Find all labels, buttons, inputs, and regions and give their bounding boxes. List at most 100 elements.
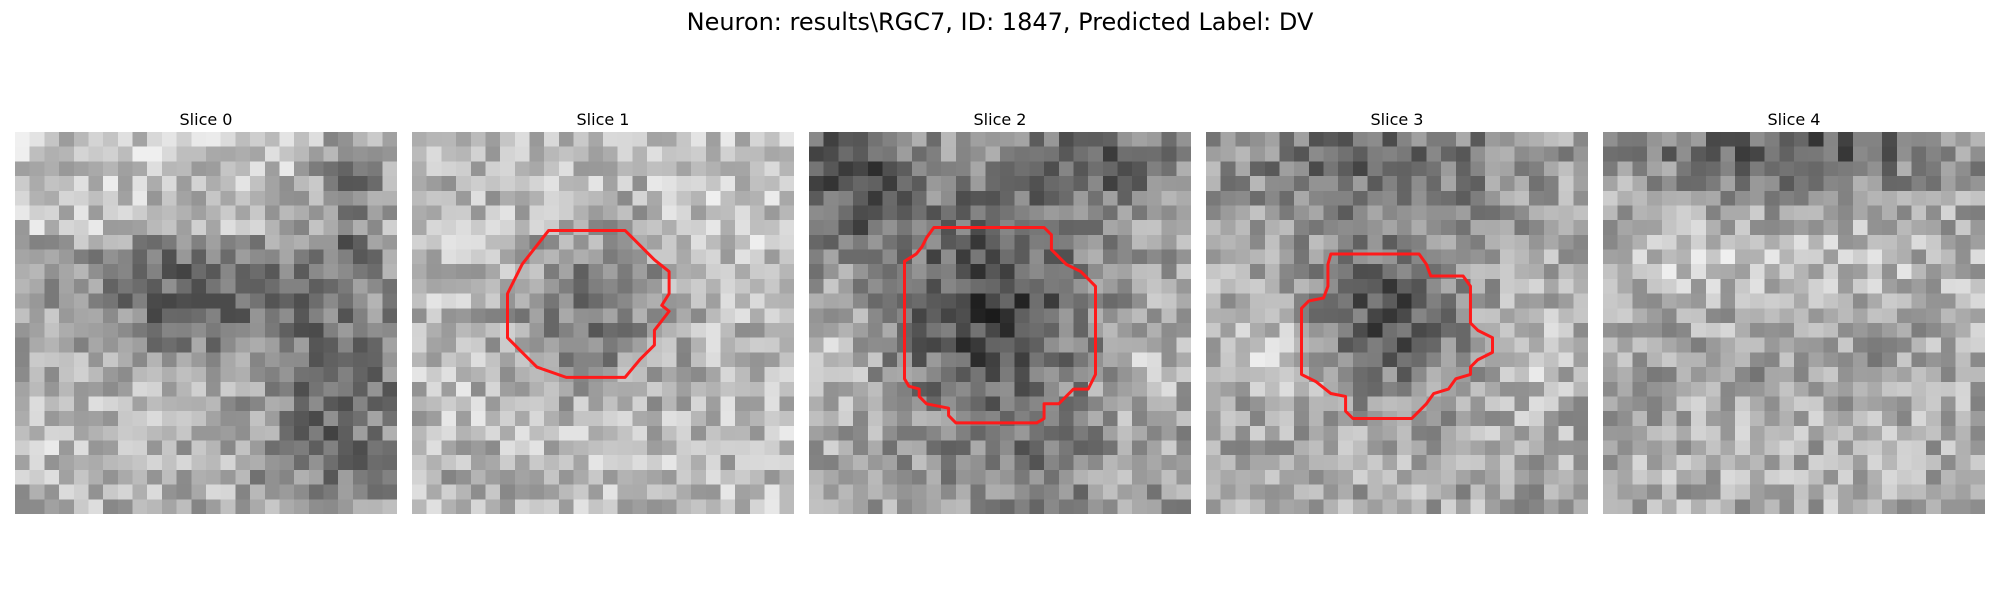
pixel-cell <box>1470 499 1486 514</box>
pixel-cell <box>911 190 927 206</box>
pixel-cell <box>1764 425 1780 441</box>
pixel-cell <box>764 293 780 309</box>
pixel-cell <box>676 176 692 192</box>
pixel-cell <box>132 264 148 280</box>
pixel-cell <box>661 249 677 265</box>
pixel-cell <box>1647 469 1663 485</box>
pixel-cell <box>161 176 177 192</box>
pixel-cell <box>661 440 677 456</box>
pixel-cell <box>1838 220 1854 236</box>
pixel-cell <box>147 469 163 485</box>
pixel-cell <box>720 264 736 280</box>
pixel-cell <box>882 469 898 485</box>
pixel-cell <box>1411 205 1427 221</box>
pixel-cell <box>1176 161 1191 177</box>
pixel-cell <box>470 132 486 147</box>
pixel-cell <box>1264 220 1280 236</box>
pixel-cell <box>1661 249 1677 265</box>
pixel-cell <box>1044 161 1060 177</box>
pixel-cell <box>838 146 854 162</box>
pixel-cell <box>720 278 736 294</box>
pixel-cell <box>529 396 545 412</box>
pixel-cell <box>1882 469 1898 485</box>
pixel-cell <box>1514 176 1530 192</box>
pixel-cell <box>1279 440 1295 456</box>
pixel-cell <box>1705 352 1721 368</box>
pixel-cell <box>1676 337 1692 353</box>
pixel-cell <box>1632 367 1648 383</box>
pixel-cell <box>1058 455 1074 471</box>
pixel-cell <box>161 220 177 236</box>
pixel-cell <box>59 146 75 162</box>
pixel-cell <box>1867 132 1883 147</box>
pixel-cell <box>426 352 442 368</box>
pixel-cell <box>1441 176 1457 192</box>
pixel-cell <box>853 425 869 441</box>
pixel-cell <box>1808 190 1824 206</box>
pixel-cell <box>1132 293 1148 309</box>
pixel-cell <box>29 484 45 500</box>
pixel-cell <box>1720 499 1736 514</box>
pixel-cell <box>1294 234 1310 250</box>
pixel-cell <box>897 249 913 265</box>
pixel-cell <box>147 381 163 397</box>
pixel-cell <box>1749 249 1765 265</box>
pixel-cell <box>1823 440 1839 456</box>
pixel-cell <box>29 234 45 250</box>
pixel-cell <box>1720 352 1736 368</box>
pixel-cell <box>1206 425 1221 441</box>
pixel-cell <box>1823 176 1839 192</box>
pixel-cell <box>1529 146 1545 162</box>
pixel-cell <box>161 132 177 147</box>
pixel-cell <box>1764 323 1780 338</box>
pixel-cell <box>1705 161 1721 177</box>
pixel-cell <box>235 264 251 280</box>
pixel-cell <box>1543 264 1559 280</box>
pixel-cell <box>1485 440 1501 456</box>
pixel-cell <box>853 146 869 162</box>
pixel-cell <box>1250 308 1266 324</box>
pixel-cell <box>1529 352 1545 368</box>
pixel-cell <box>1455 469 1471 485</box>
pixel-cell <box>1896 499 1912 514</box>
pixel-cell <box>161 352 177 368</box>
pixel-cell <box>1102 205 1118 221</box>
pixel-cell <box>1558 455 1574 471</box>
pixel-cell <box>29 455 45 471</box>
pixel-cell <box>1661 367 1677 383</box>
pixel-cell <box>264 264 280 280</box>
pixel-cell <box>823 146 839 162</box>
pixel-cell <box>103 469 119 485</box>
pixel-cell <box>73 190 89 206</box>
pixel-cell <box>1161 469 1177 485</box>
pixel-cell <box>456 381 472 397</box>
pixel-cell <box>1308 205 1324 221</box>
pixel-cell <box>705 352 721 368</box>
pixel-cell <box>1735 176 1751 192</box>
pixel-cell <box>544 323 560 338</box>
pixel-cell <box>838 264 854 280</box>
pixel-cell <box>1132 425 1148 441</box>
pixel-cell <box>426 278 442 294</box>
pixel-cell <box>823 425 839 441</box>
pixel-cell <box>1206 411 1221 427</box>
pixel-cell <box>1896 161 1912 177</box>
pixel-cell <box>1235 190 1251 206</box>
pixel-cell <box>1735 381 1751 397</box>
pixel-cell <box>1014 146 1030 162</box>
pixel-cell <box>603 234 618 250</box>
pixel-cell <box>955 293 971 309</box>
pixel-cell <box>1455 205 1471 221</box>
pixel-cell <box>1911 308 1927 324</box>
slice-image-0 <box>15 132 397 514</box>
pixel-cell <box>1117 337 1133 353</box>
pixel-cell <box>176 337 192 353</box>
pixel-cell <box>1146 484 1162 500</box>
pixel-cell <box>1161 205 1177 221</box>
pixel-cell <box>250 249 266 265</box>
pixel-cell <box>1955 190 1971 206</box>
pixel-cell <box>1279 337 1295 353</box>
pixel-cell <box>426 455 442 471</box>
pixel-cell <box>749 293 765 309</box>
pixel-cell <box>1000 499 1015 514</box>
